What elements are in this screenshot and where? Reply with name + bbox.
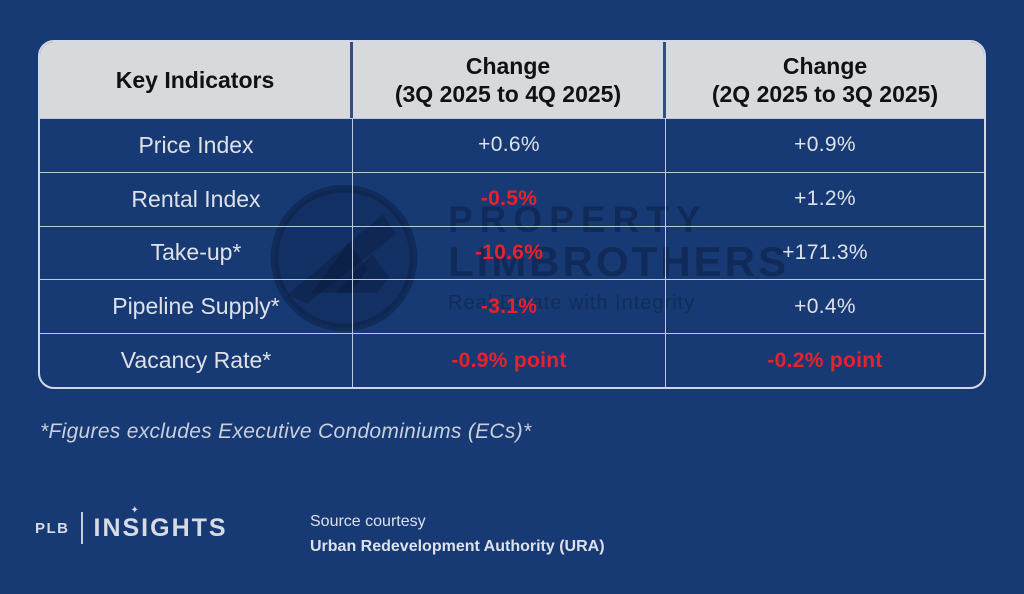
source-line1: Source courtesy [310,513,426,530]
value-rental-index-recent: -0.5% [353,171,666,226]
value-vacancy-rate-recent: -0.9% point [353,333,666,387]
value-price-index-recent: +0.6% [353,118,666,172]
key-indicators-table: Key Indicators Change (3Q 2025 to 4Q 202… [38,40,986,389]
source-credit: Source courtesy Urban Redevelopment Auth… [310,510,605,560]
insights-logo-text: INSIGHTS ✦ [93,505,228,543]
value-pipeline-supply-recent: -3.1% [353,279,666,334]
row-label-take-up: Take-up* [40,225,353,280]
plb-insights-brand: PLB INSIGHTS ✦ [35,505,228,544]
value-price-index-prior: +0.9% [666,118,984,172]
plb-logo-text: PLB [35,519,70,537]
column-header-title: Key Indicators [115,66,275,93]
value-take-up-prior: +171.3% [666,225,984,280]
row-label-rental-index: Rental Index [40,171,353,226]
value-pipeline-supply-prior: +0.4% [666,279,984,333]
footnote: *Figures excludes Executive Condominiums… [40,420,532,443]
column-header-change-prior: Change (2Q 2025 to 3Q 2025) [666,42,984,118]
row-label-pipeline-supply: Pipeline Supply* [40,279,353,334]
source-line2: Urban Redevelopment Authority (URA) [310,537,605,555]
insights-label: INSIGHTS [93,513,228,542]
column-header-key-indicators: Key Indicators [40,42,353,118]
column-header-title: Change [465,52,551,79]
column-header-title: Change [782,52,868,79]
brand-divider [80,512,83,544]
value-rental-index-prior: +1.2% [666,171,984,226]
value-vacancy-rate-prior: -0.2% point [666,333,984,387]
lightbulb-sparkle-icon: ✦ [130,504,139,516]
column-header-subtitle: (2Q 2025 to 3Q 2025) [711,81,939,107]
column-header-subtitle: (3Q 2025 to 4Q 2025) [394,81,622,107]
column-header-change-recent: Change (3Q 2025 to 4Q 2025) [353,42,666,118]
row-label-price-index: Price Index [40,118,353,172]
row-label-vacancy-rate: Vacancy Rate* [40,333,353,387]
value-take-up-recent: -10.6% [353,225,666,280]
